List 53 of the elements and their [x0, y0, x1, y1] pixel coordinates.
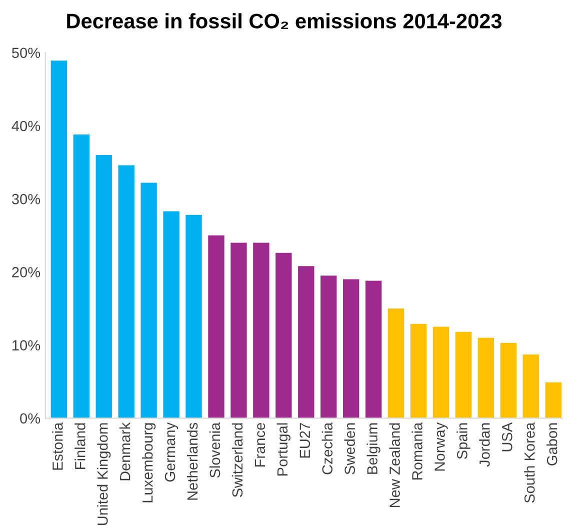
bar — [186, 214, 202, 418]
chart-title: Decrease in fossil CO₂ emissions 2014-2023 — [67, 13, 502, 29]
x-tick-label: Gabon — [546, 423, 558, 466]
x-tick-label: Finland — [74, 423, 86, 469]
bar — [253, 242, 270, 418]
bar — [140, 182, 157, 418]
x-tick-label: Sweden — [344, 423, 355, 474]
bar — [545, 382, 562, 418]
bar — [478, 338, 494, 418]
bar — [455, 332, 472, 418]
y-tick-label: 50% — [12, 48, 40, 58]
x-tick-label: Belgium — [366, 423, 380, 474]
x-tick-label: Spain — [456, 423, 470, 459]
x-tick-label: France — [254, 422, 266, 467]
y-tick-label: 0% — [20, 413, 40, 424]
bar — [410, 324, 427, 418]
bar — [276, 252, 292, 418]
bar — [208, 235, 224, 418]
x-tick-label: Slovenia — [209, 422, 220, 478]
bar — [500, 342, 516, 418]
x-tick-label: Netherlands — [186, 422, 198, 500]
bar — [342, 279, 360, 418]
bar — [118, 165, 134, 418]
x-tick-label: United Kingdom — [97, 423, 111, 525]
bar — [73, 134, 90, 418]
bar — [365, 280, 382, 418]
x-tick-label: Portugal — [276, 423, 290, 476]
x-tick-label: USA — [502, 422, 512, 452]
y-tick-label: 40% — [12, 120, 40, 132]
y-tick-label: 30% — [12, 194, 40, 204]
x-tick-label: South Korea — [524, 422, 535, 503]
bar — [163, 211, 180, 418]
x-tick-label: Czechia — [322, 422, 333, 474]
x-tick-label: EU27 — [300, 423, 310, 458]
x-tick-label: New Zealand — [389, 423, 400, 508]
x-tick-label: Estonia — [52, 422, 63, 470]
bar — [230, 242, 247, 418]
bar — [388, 308, 404, 418]
bar — [320, 276, 337, 418]
bar — [298, 266, 314, 418]
x-tick-label: Romania — [412, 422, 422, 480]
y-tick-label: 10% — [12, 340, 40, 350]
bar — [432, 326, 450, 418]
bar — [50, 60, 68, 418]
x-tick-label: Norway — [434, 422, 448, 471]
x-tick-label: Denmark — [120, 422, 130, 480]
x-tick-label: Luxembourg — [142, 423, 156, 502]
y-tick-label: 20% — [12, 267, 40, 278]
x-tick-label: Switzerland — [232, 423, 243, 498]
x-tick-label: Jordan — [479, 423, 490, 467]
bar — [522, 354, 539, 418]
x-tick-label: Germany — [164, 422, 178, 482]
bar — [96, 154, 112, 418]
